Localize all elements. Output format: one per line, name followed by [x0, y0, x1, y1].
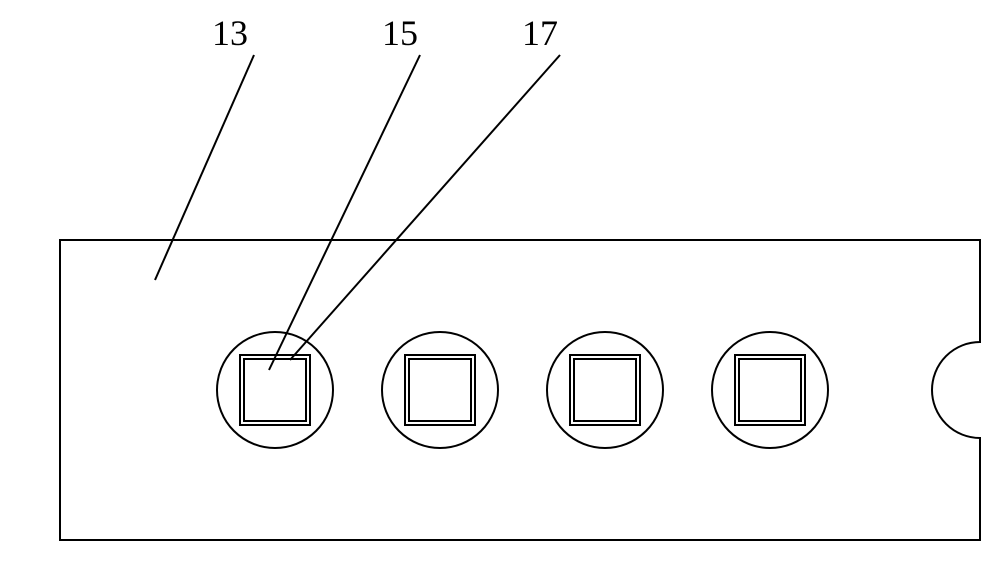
socket-1: [217, 332, 333, 448]
socket-circle: [547, 332, 663, 448]
socket-square-outer: [240, 355, 310, 425]
socket-circle: [217, 332, 333, 448]
socket-2: [382, 332, 498, 448]
socket-square-outer: [570, 355, 640, 425]
socket-square-inner: [739, 359, 801, 421]
plate-outline: [60, 240, 980, 540]
label-13: 13: [212, 13, 248, 53]
leader-label-13: [155, 55, 254, 280]
socket-square-outer: [735, 355, 805, 425]
socket-square-inner: [244, 359, 306, 421]
label-17: 17: [522, 13, 558, 53]
leader-label-15: [269, 55, 420, 370]
socket-square-inner: [409, 359, 471, 421]
label-15: 15: [382, 13, 418, 53]
socket-3: [547, 332, 663, 448]
socket-square-inner: [574, 359, 636, 421]
socket-circle: [382, 332, 498, 448]
leader-label-17: [290, 55, 560, 360]
socket-square-outer: [405, 355, 475, 425]
socket-circle: [712, 332, 828, 448]
socket-4: [712, 332, 828, 448]
